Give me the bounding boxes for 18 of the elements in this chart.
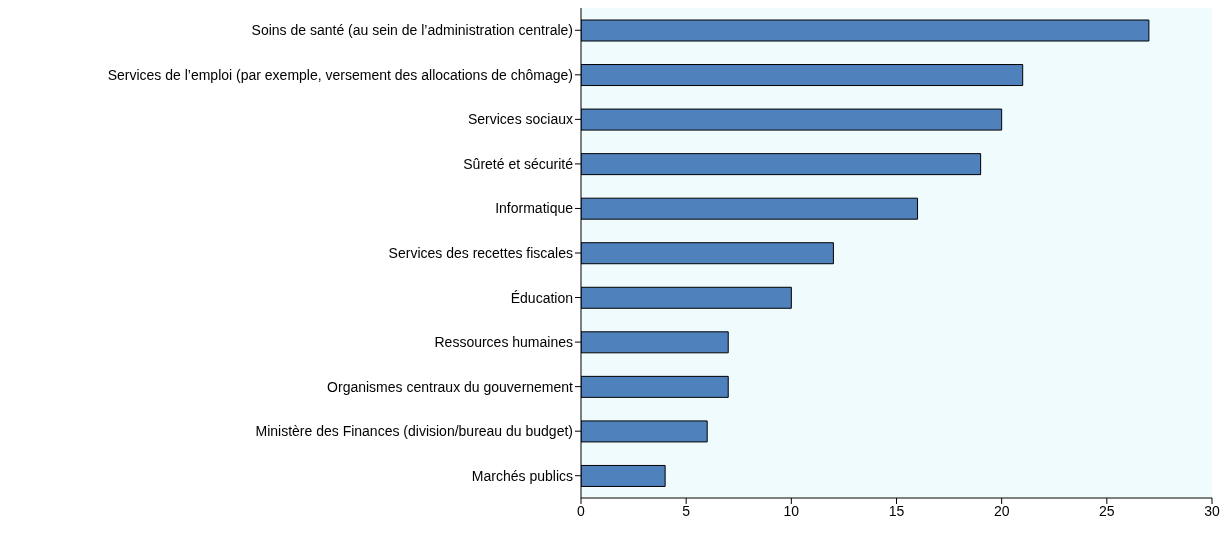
y-tick-label: Organismes centraux du gouvernement (327, 378, 574, 395)
y-tick-label: Marchés publics (471, 467, 573, 484)
x-tick-label: 20 (993, 502, 1010, 519)
y-tick-label: Éducation (510, 289, 573, 306)
y-tick-label: Informatique (495, 200, 574, 217)
x-tick-label: 0 (577, 502, 586, 519)
y-tick-label: Soins de santé (au sein de l’administration centrale) (251, 22, 573, 39)
y-tick-label: Ressources humaines (434, 334, 573, 351)
x-tick-label: 30 (1204, 502, 1220, 519)
y-tick-label: Services des recettes fiscales (388, 244, 573, 261)
y-tick-label: Ministère des Finances (division/bureau du budget) (255, 423, 573, 440)
x-tick-label: 15 (888, 502, 905, 519)
x-tick-label: 25 (1099, 502, 1115, 519)
x-tick-label: 5 (682, 502, 691, 519)
x-tick-label: 10 (783, 502, 800, 519)
y-tick-label: Services de l’emploi (par exemple, versement des allocations de chômage) (107, 66, 573, 83)
y-tick-label: Sûreté et sécurité (463, 155, 574, 172)
y-tick-label: Services sociaux (467, 111, 573, 128)
